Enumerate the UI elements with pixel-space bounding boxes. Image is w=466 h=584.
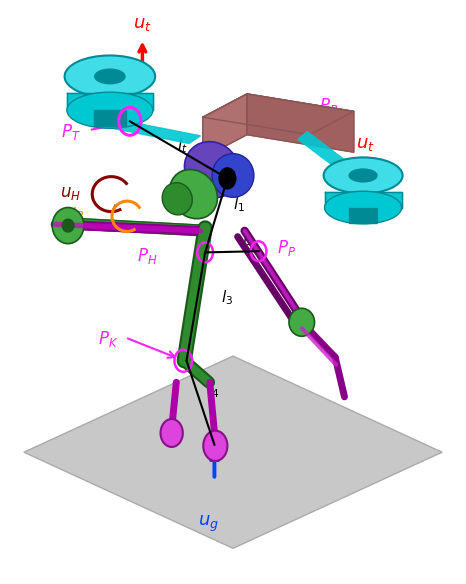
Text: $l_1$: $l_1$ xyxy=(233,195,245,214)
Ellipse shape xyxy=(95,69,125,84)
Text: $\boldsymbol{P_H}$: $\boldsymbol{P_H}$ xyxy=(137,246,158,266)
Circle shape xyxy=(203,430,227,461)
Ellipse shape xyxy=(162,183,192,215)
Polygon shape xyxy=(94,110,126,126)
Ellipse shape xyxy=(289,308,315,336)
Polygon shape xyxy=(67,93,153,110)
Ellipse shape xyxy=(349,169,377,182)
Text: $\boldsymbol{P_B}$: $\boldsymbol{P_B}$ xyxy=(319,96,338,116)
Text: $\boldsymbol{u_g}$: $\boldsymbol{u_g}$ xyxy=(199,513,219,534)
Polygon shape xyxy=(101,119,200,144)
Polygon shape xyxy=(54,217,200,235)
Text: $\boldsymbol{u_t}$: $\boldsymbol{u_t}$ xyxy=(133,15,152,33)
Text: $\boldsymbol{P_P}$: $\boldsymbol{P_P}$ xyxy=(277,238,296,258)
Ellipse shape xyxy=(323,158,403,193)
Ellipse shape xyxy=(62,219,74,232)
Polygon shape xyxy=(223,172,232,184)
Ellipse shape xyxy=(65,55,155,98)
Polygon shape xyxy=(203,94,247,158)
Text: $\boldsymbol{u_t}$: $\boldsymbol{u_t}$ xyxy=(356,135,375,154)
Ellipse shape xyxy=(185,142,240,197)
Text: $\boldsymbol{P_K}$: $\boldsymbol{P_K}$ xyxy=(98,329,119,349)
Polygon shape xyxy=(203,94,354,135)
Text: $l_2$: $l_2$ xyxy=(241,236,254,255)
Ellipse shape xyxy=(212,154,254,197)
Text: $\boldsymbol{P_T}$: $\boldsymbol{P_T}$ xyxy=(61,122,81,142)
Polygon shape xyxy=(24,356,442,548)
Polygon shape xyxy=(349,207,377,223)
Text: $\boldsymbol{u_P}$: $\boldsymbol{u_P}$ xyxy=(65,204,84,223)
Ellipse shape xyxy=(67,92,153,128)
Text: $l_3$: $l_3$ xyxy=(221,288,233,307)
Polygon shape xyxy=(247,94,354,152)
Text: $l_t$: $l_t$ xyxy=(177,136,187,155)
Ellipse shape xyxy=(52,207,84,244)
Ellipse shape xyxy=(324,191,402,224)
Ellipse shape xyxy=(170,169,218,219)
Circle shape xyxy=(219,168,236,189)
Text: $l_4$: $l_4$ xyxy=(207,382,220,401)
Polygon shape xyxy=(324,192,402,207)
Polygon shape xyxy=(298,132,351,172)
Circle shape xyxy=(160,419,183,447)
Text: $\boldsymbol{u_H}$: $\boldsymbol{u_H}$ xyxy=(60,184,81,202)
